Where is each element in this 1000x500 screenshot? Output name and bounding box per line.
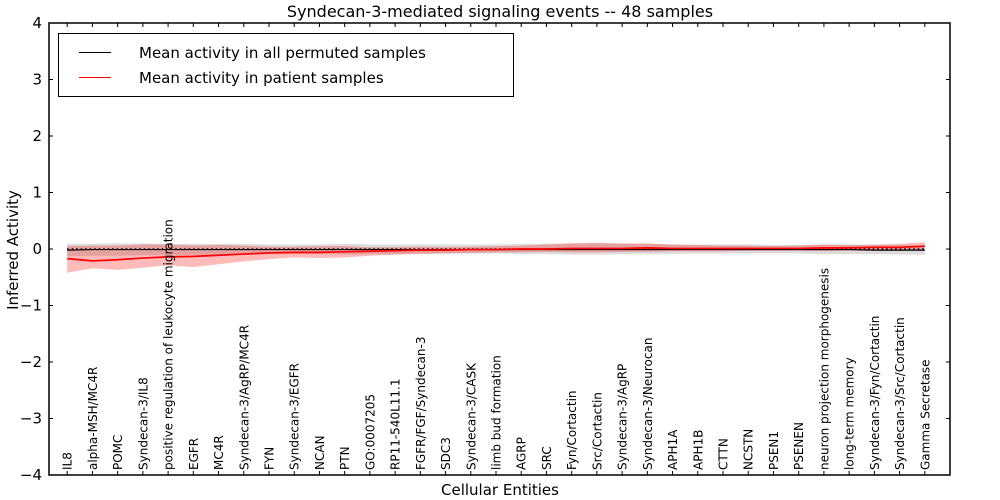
x-tick-label: Syndecan-3/Fyn/Cortactin bbox=[868, 316, 882, 470]
x-tick-label: PSEN1 bbox=[767, 431, 781, 470]
x-tick-label: SRC bbox=[540, 446, 554, 470]
patient-sample-range-band bbox=[67, 242, 925, 273]
x-tick-label: NCAN bbox=[313, 435, 327, 470]
x-tick-label: Syndecan-3/IL8 bbox=[136, 377, 150, 470]
legend-entry-patient: Mean activity in patient samples bbox=[59, 66, 513, 90]
x-tick-label: POMC bbox=[111, 435, 125, 470]
x-tick-label: IL8 bbox=[61, 452, 75, 470]
x-tick-label: alpha-MSH/MC4R bbox=[86, 367, 100, 470]
x-tick-label: positive regulation of leukocyte migrati… bbox=[162, 219, 176, 470]
y-tick-label: −3 bbox=[20, 410, 42, 428]
x-tick-label: Syndecan-3/CASK bbox=[464, 362, 478, 470]
x-tick-label: NCSTN bbox=[742, 429, 756, 470]
x-tick-label: PSENEN bbox=[792, 422, 806, 470]
x-tick-label: Gamma Secretase bbox=[918, 359, 932, 470]
x-tick-label: AGRP bbox=[515, 437, 529, 470]
x-tick-label: GO:0007205 bbox=[363, 394, 377, 470]
x-tick-label: Syndecan-3/AgRP bbox=[616, 364, 630, 470]
y-tick-label: 0 bbox=[32, 240, 42, 258]
y-tick-label: −4 bbox=[20, 466, 42, 484]
x-tick-label: long-term memory bbox=[843, 357, 857, 470]
y-tick-label: 1 bbox=[32, 184, 42, 202]
x-tick-label: Src/Cortactin bbox=[590, 392, 604, 470]
x-tick-label: Syndecan-3/EGFR bbox=[288, 363, 302, 470]
y-tick-label: 2 bbox=[32, 127, 42, 145]
x-tick-label: MC4R bbox=[212, 435, 226, 470]
x-axis-title: Cellular Entities bbox=[441, 481, 559, 499]
patient-mean-line bbox=[67, 245, 925, 262]
y-axis-title: Inferred Activity bbox=[4, 190, 22, 310]
legend-entry-permuted: Mean activity in all permuted samples bbox=[59, 41, 513, 65]
x-tick-label: Syndecan-3/Neurocan bbox=[641, 338, 655, 470]
y-tick-label: 3 bbox=[32, 71, 42, 89]
x-tick-label: APH1A bbox=[666, 429, 680, 470]
x-tick-label: SDC3 bbox=[439, 437, 453, 470]
x-tick-label: EGFR bbox=[187, 438, 201, 470]
x-tick-label: PTN bbox=[338, 446, 352, 470]
x-tick-label: FYN bbox=[262, 447, 276, 470]
x-tick-label: CTTN bbox=[717, 438, 731, 470]
patient-line-swatch bbox=[79, 77, 111, 78]
plot-border bbox=[48, 22, 951, 476]
legend: Mean activity in all permuted samples Me… bbox=[58, 33, 514, 97]
x-tick-label: limb bud formation bbox=[490, 355, 504, 470]
legend-label-permuted: Mean activity in all permuted samples bbox=[139, 43, 426, 62]
chart-title: Syndecan-3-mediated signaling events -- … bbox=[286, 2, 714, 21]
x-tick-label: Fyn/Cortactin bbox=[565, 390, 579, 470]
y-tick-label: −1 bbox=[20, 297, 42, 315]
permuted-line-swatch bbox=[79, 52, 111, 53]
y-tick-label: 4 bbox=[32, 14, 42, 32]
x-tick-label: RP11-540L11.1 bbox=[389, 379, 403, 470]
legend-label-patient: Mean activity in patient samples bbox=[139, 68, 384, 87]
x-tick-label: Syndecan-3/AgRP/MC4R bbox=[237, 325, 251, 470]
x-tick-label: FGFR/FGF/Syndecan-3 bbox=[414, 337, 428, 470]
x-tick-label: neuron projection morphogenesis bbox=[817, 268, 831, 470]
x-tick-label: APH1B bbox=[691, 430, 705, 470]
y-tick-label: −2 bbox=[20, 353, 42, 371]
x-tick-label: Syndecan-3/Src/Cortactin bbox=[893, 317, 907, 470]
